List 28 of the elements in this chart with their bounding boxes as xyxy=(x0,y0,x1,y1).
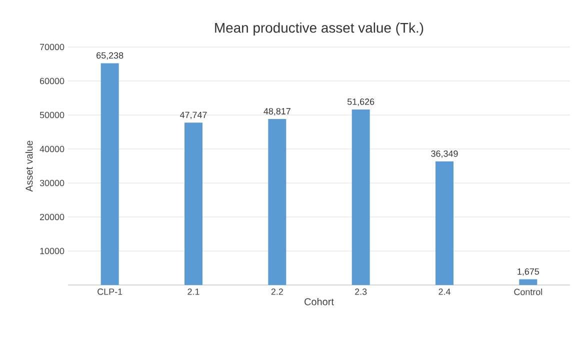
data-label: 48,817 xyxy=(264,108,290,116)
y-tick-label: 30000 xyxy=(40,180,64,186)
y-tick-label: 70000 xyxy=(40,44,64,50)
y-tick-label: 40000 xyxy=(40,146,64,152)
bar xyxy=(519,279,538,285)
x-tick-label: 2.2 xyxy=(271,288,283,295)
bar xyxy=(352,109,370,285)
x-tick-label: 2.3 xyxy=(355,288,367,295)
x-tick-label: 2.1 xyxy=(188,288,200,295)
chart-title: Mean productive asset value (Tk.) xyxy=(215,22,424,36)
y-tick-label: 60000 xyxy=(40,78,64,84)
x-axis-title: Cohort xyxy=(304,298,334,306)
data-label: 65,238 xyxy=(96,52,124,60)
data-label: 47,747 xyxy=(180,112,207,120)
x-tick-label: 2.4 xyxy=(438,288,450,295)
y-axis-title: Asset value xyxy=(25,140,33,192)
data-label: 51,626 xyxy=(347,98,374,106)
y-tick-label: 50000 xyxy=(40,112,64,118)
y-tick-label: 20000 xyxy=(40,214,64,220)
bar xyxy=(268,119,286,285)
bar xyxy=(436,161,454,285)
bar xyxy=(184,122,202,285)
data-label: 1,675 xyxy=(518,268,540,276)
y-tick-label: 10000 xyxy=(40,248,64,254)
x-tick-label: Control xyxy=(514,288,542,296)
x-tick-label: CLP-1 xyxy=(98,288,122,295)
bar xyxy=(100,63,119,285)
data-label: 36,349 xyxy=(431,150,458,158)
